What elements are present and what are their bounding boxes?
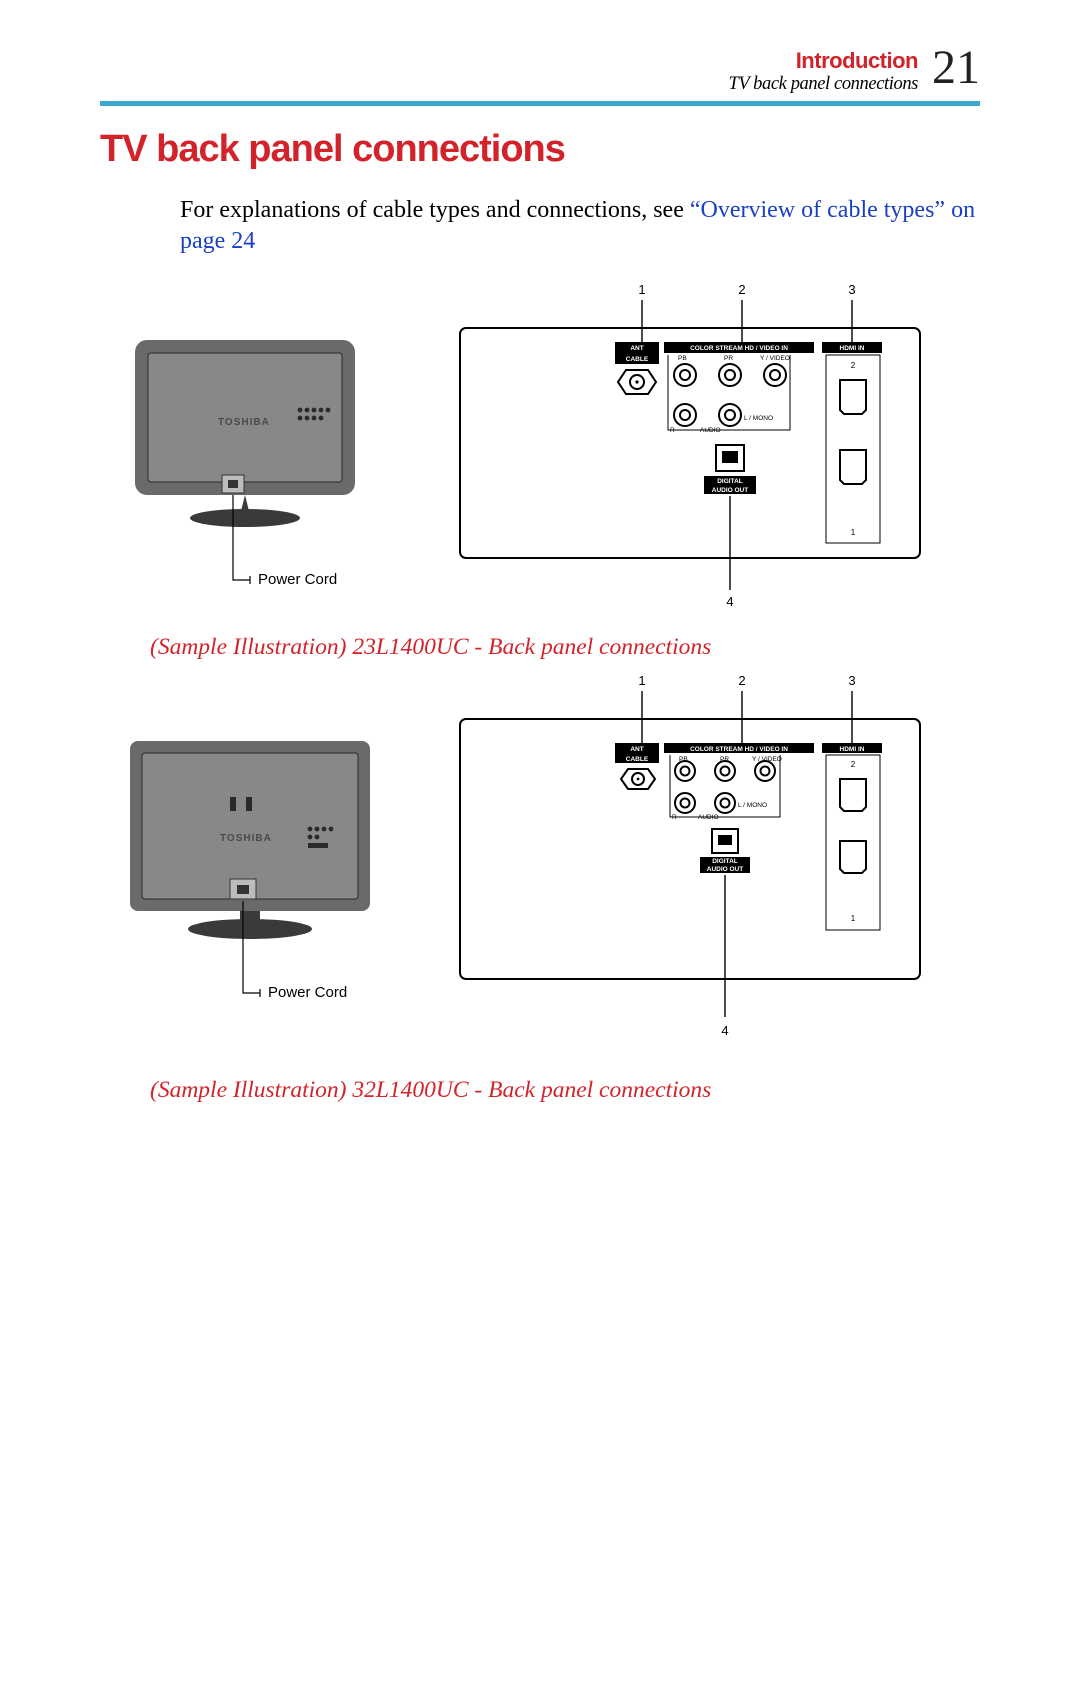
callout-3b: 3 xyxy=(848,673,855,688)
callout-3: 3 xyxy=(848,282,855,297)
label-audio-out-2: AUDIO OUT xyxy=(707,866,744,873)
label-audio-out: AUDIO OUT xyxy=(712,487,749,494)
label-yvideo-2: Y / VIDEO xyxy=(752,756,782,763)
figure-2-panel-icon: 1 2 3 ANT CABLE COLOR STREAM HD / VIDEO … xyxy=(420,671,940,1051)
label-cable: CABLE xyxy=(626,356,649,363)
callout-1b: 1 xyxy=(638,673,645,688)
brand-label-2: TOSHIBA xyxy=(220,833,272,844)
figure-2-caption: (Sample Illustration) 32L1400UC - Back p… xyxy=(150,1077,980,1104)
callout-2: 2 xyxy=(738,282,745,297)
figure-2-tv-icon: TOSHIBA Power Cord xyxy=(100,671,400,1031)
figure-1-caption: (Sample Illustration) 23L1400UC - Back p… xyxy=(150,634,980,661)
label-yvideo: Y / VIDEO xyxy=(760,355,790,362)
label-hdmi2: 2 xyxy=(851,361,856,370)
label-colorstream: COLOR STREAM HD / VIDEO IN xyxy=(690,345,788,352)
label-pr: PR xyxy=(724,355,733,362)
label-hdmi: HDMI IN xyxy=(840,345,865,352)
label-audio-2: AUDIO xyxy=(698,814,719,821)
power-cord-label-1: Power Cord xyxy=(258,571,337,588)
label-r: R xyxy=(670,427,675,434)
label-ant-2: ANT xyxy=(630,746,643,753)
label-cable-2: CABLE xyxy=(626,756,649,763)
label-audio: AUDIO xyxy=(700,427,721,434)
page: Introduction TV back panel connections 2… xyxy=(0,0,1080,1164)
figure-1-panel-icon: 1 2 3 ANT CABLE COLOR STREAM HD / VIDEO … xyxy=(420,280,940,620)
figure-1-tv-icon: TOSHIBA Power Cord xyxy=(100,280,400,610)
label-r-2: R xyxy=(672,814,677,821)
callout-4b: 4 xyxy=(721,1023,728,1038)
section-heading: TV back panel connections xyxy=(100,128,980,171)
label-hdmi1-2: 1 xyxy=(851,914,856,923)
label-hdmi1: 1 xyxy=(851,528,856,537)
figure-2-row: TOSHIBA Power Cord 1 2 xyxy=(100,671,980,1051)
label-pb: PB xyxy=(678,355,687,362)
figure-1-row: TOSHIBA Power Cord 1 2 3 xyxy=(100,280,980,620)
callout-1: 1 xyxy=(638,282,645,297)
label-digital: DIGITAL xyxy=(717,478,743,485)
label-digital-2: DIGITAL xyxy=(712,858,738,865)
power-cord-label-2: Power Cord xyxy=(268,984,347,1001)
label-lmono-2: L / MONO xyxy=(738,802,767,809)
callout-4: 4 xyxy=(726,594,733,609)
label-pb-2: PB xyxy=(679,756,688,763)
header-rule xyxy=(100,101,980,106)
page-header: Introduction TV back panel connections 2… xyxy=(100,48,980,95)
label-pr-2: PR xyxy=(720,756,729,763)
header-chapter: Introduction xyxy=(728,48,918,74)
label-lmono: L / MONO xyxy=(744,415,773,422)
callout-2b: 2 xyxy=(738,673,745,688)
page-number: 21 xyxy=(932,44,980,92)
header-section: TV back panel connections xyxy=(728,74,918,95)
label-hdmi2-2: 2 xyxy=(851,760,856,769)
intro-prefix: For explanations of cable types and conn… xyxy=(180,197,690,223)
intro-text: For explanations of cable types and conn… xyxy=(180,195,980,256)
label-hdmi-2: HDMI IN xyxy=(840,746,865,753)
brand-label: TOSHIBA xyxy=(218,417,270,428)
label-ant: ANT xyxy=(630,345,643,352)
label-colorstream-2: COLOR STREAM HD / VIDEO IN xyxy=(690,746,788,753)
